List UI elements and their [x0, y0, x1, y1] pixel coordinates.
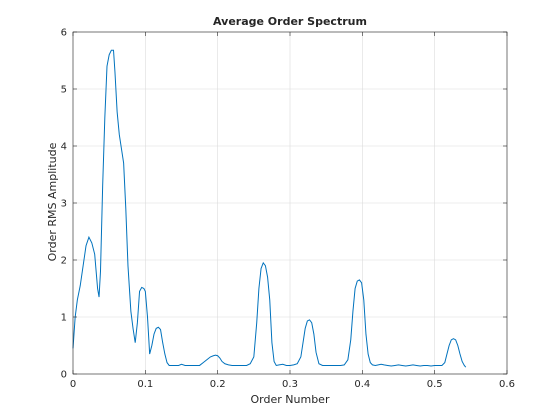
x-tick-label: 0.2	[210, 379, 226, 390]
y-tick-label: 4	[61, 142, 67, 153]
chart-title: Average Order Spectrum	[213, 15, 367, 28]
x-tick-label: 0.3	[282, 379, 298, 390]
x-tick-label: 0.4	[354, 379, 370, 390]
y-tick-label: 2	[61, 256, 67, 267]
y-tick-label: 3	[61, 199, 67, 210]
grid-lines	[72, 31, 508, 375]
x-tick-label: 0.5	[427, 379, 443, 390]
x-axis-label: Order Number	[251, 393, 330, 406]
y-tick-label: 1	[61, 313, 67, 324]
y-axis-label: Order RMS Amplitude	[46, 142, 59, 261]
y-tick-label: 5	[61, 85, 67, 96]
x-tick-label: 0	[70, 379, 76, 390]
x-tick-label: 0.1	[137, 379, 153, 390]
y-tick-label: 6	[61, 28, 67, 39]
axis-ticks: 0 0.1 0.2 0.3 0.4 0.5 0.6 0 1 2 3 4 5 6	[61, 28, 515, 391]
series-line	[72, 49, 467, 368]
x-tick-label: 0.6	[499, 379, 515, 390]
y-tick-label: 0	[61, 370, 67, 381]
